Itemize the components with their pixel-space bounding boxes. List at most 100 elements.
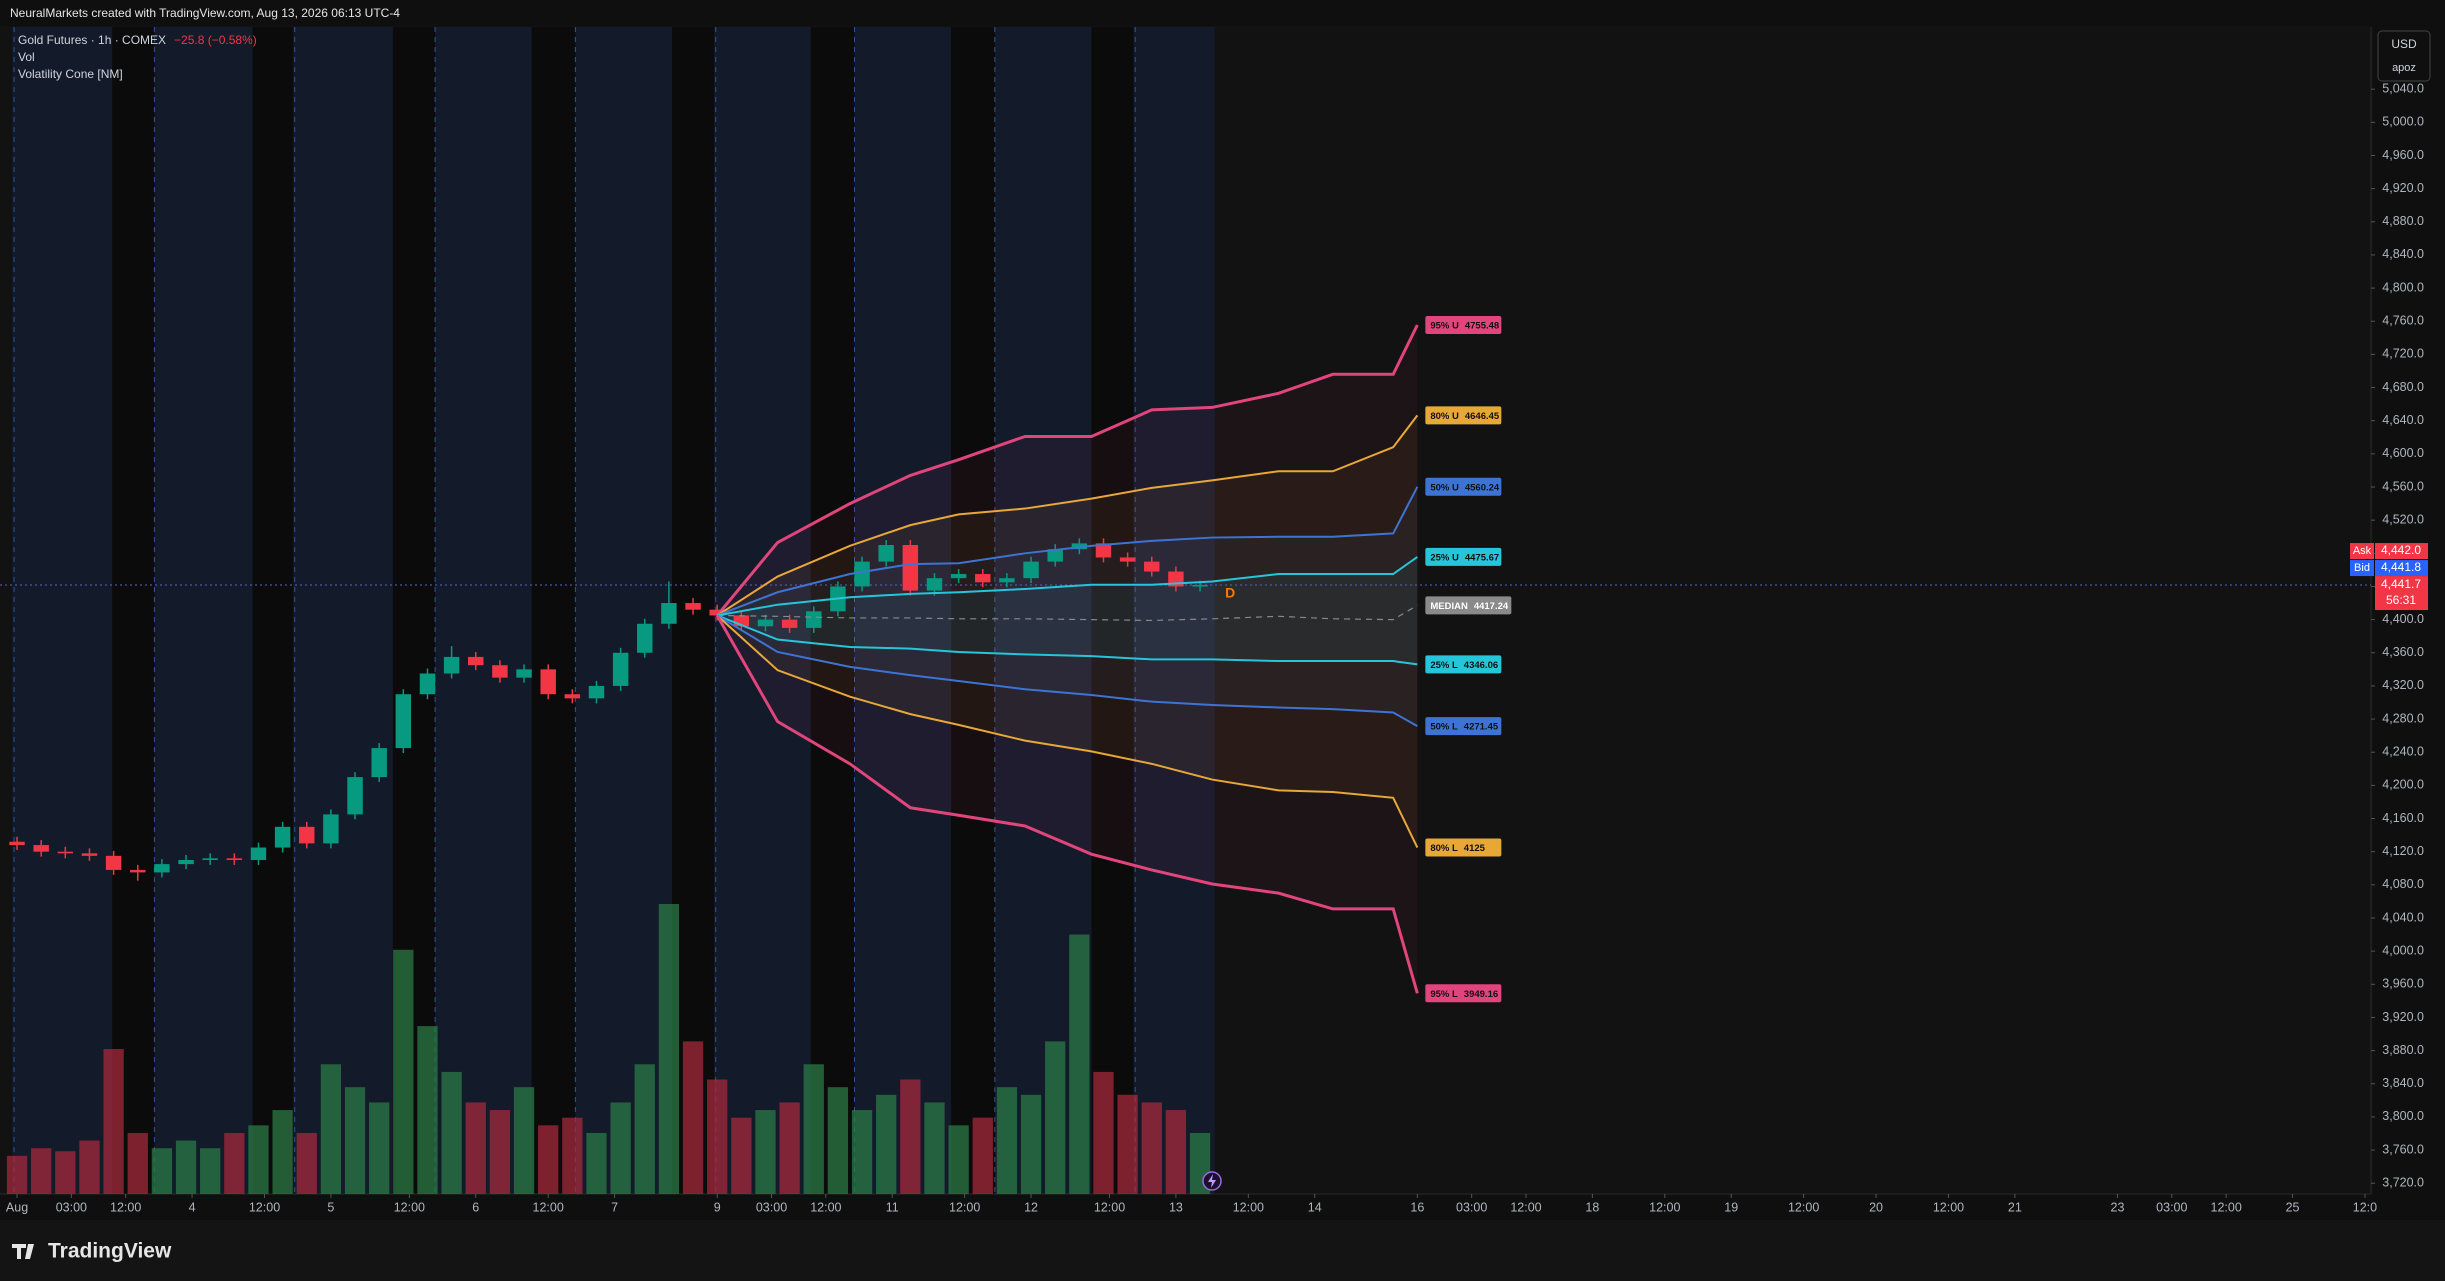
volume-bar [924, 1102, 945, 1194]
y-tick-label: 4,640.0 [2382, 413, 2424, 427]
cone-label-value: 4755.48 [1465, 320, 1499, 331]
cone-label: MEDIAN 4417.24 [1430, 600, 1509, 611]
legend-indicator: Volatility Cone [NM] [18, 67, 123, 81]
cone-line [716, 614, 1418, 666]
volume-bar [320, 1064, 342, 1194]
logo [12, 1244, 34, 1259]
cone-line [716, 614, 1419, 848]
volume-bar [658, 904, 680, 1194]
volume-bar [707, 1079, 728, 1194]
x-tick-label: 14 [1308, 1200, 1322, 1214]
volume-bar [996, 1087, 1018, 1194]
x-tick-label: 9 [714, 1200, 721, 1214]
volume-bar [344, 1087, 366, 1194]
x-tick-label: 20 [1869, 1200, 1883, 1214]
volume-bar [465, 1102, 486, 1194]
x-tick-label: 5 [327, 1200, 334, 1214]
cone-label-box [1425, 547, 1502, 566]
footer [0, 1220, 2445, 1281]
volume-bar [803, 1064, 824, 1194]
y-tick-label: 4,720.0 [2382, 347, 2424, 361]
quote-value: 4,442.0 [2381, 543, 2421, 557]
x-tick-label: 12:00 [1933, 1200, 1964, 1214]
candle-body [781, 619, 798, 628]
cone-label: 50% L 4271.45 [1430, 721, 1499, 732]
candle-body [588, 685, 605, 699]
cone-fill [717, 324, 1418, 994]
session-gap [531, 27, 576, 1194]
y-tick-label: 4,040.0 [2382, 910, 2424, 924]
cone-label-box [1425, 406, 1502, 425]
candle-body [637, 623, 653, 653]
volume-bar [1117, 1094, 1138, 1194]
volume-bar [6, 1155, 28, 1194]
volume-bar [224, 1132, 245, 1194]
cone-label-name: 80% L [1430, 843, 1458, 854]
quote-value: 4,441.8 [2381, 560, 2421, 574]
candle-body [806, 611, 822, 628]
volume-bar [634, 1064, 655, 1194]
y-tick-label: 4,240.0 [2382, 745, 2424, 759]
header: NeuralMarkets created with TradingView.c… [10, 6, 400, 20]
x-tick-label: 21 [2008, 1200, 2022, 1214]
currency-box[interactable] [2377, 30, 2431, 82]
y-tick-label: 3,760.0 [2382, 1142, 2424, 1156]
volume-bar [272, 1110, 293, 1194]
cone-label-value: 4417.24 [1474, 600, 1509, 611]
cone-label-value: 4346.06 [1464, 659, 1498, 670]
volume-bar [127, 1132, 148, 1194]
cone-label-value: 4125 [1464, 843, 1486, 854]
x-tick-label: 03:00 [1456, 1200, 1487, 1214]
candle-body [685, 603, 701, 610]
volume-bar [200, 1148, 221, 1194]
y-tick-label: 4,320.0 [2382, 678, 2424, 692]
volume-bar [1069, 934, 1090, 1194]
cone-label-box [1425, 596, 1512, 615]
cone-fill [717, 556, 1418, 665]
x-tick-label: 6 [472, 1200, 479, 1214]
volume-bar [779, 1102, 800, 1194]
volume-bar [1020, 1094, 1042, 1194]
cone-label-box [1425, 477, 1502, 496]
session-band [435, 27, 532, 1194]
countdown: 56:31 [2386, 593, 2416, 607]
cone-line [717, 604, 1418, 622]
cone-label: 80% L 4125 [1430, 843, 1485, 854]
candle-body [612, 652, 629, 686]
candle-body [9, 841, 25, 846]
candle-body [154, 864, 170, 873]
y-tick-label: 4,000.0 [2382, 943, 2424, 957]
cone-label-name: 25% U [1430, 552, 1459, 563]
volume-bar [1045, 1041, 1066, 1194]
x-tick-label: 11 [886, 1200, 899, 1214]
cone-fill [717, 415, 1418, 848]
x-tick-label: 12:00 [1510, 1200, 1541, 1214]
cone-label-box [1425, 838, 1502, 857]
candle-body [57, 851, 74, 854]
y-tick-label: 3,840.0 [2382, 1076, 2424, 1090]
candle-body [395, 694, 412, 749]
volume-bar [851, 1110, 873, 1194]
candle-body [1047, 549, 1063, 562]
candle-body [347, 777, 363, 815]
candle-body [878, 545, 894, 562]
candle-body [1192, 585, 1208, 587]
cone-label-name: 50% U [1430, 482, 1459, 493]
volume-bar [586, 1132, 607, 1194]
volume-bar [417, 1026, 438, 1194]
x-tick-label: 12:00 [249, 1200, 280, 1214]
candle-body [1144, 561, 1160, 572]
cone-label-value: 3949.16 [1464, 988, 1498, 999]
y-tick-label: 4,160.0 [2382, 811, 2424, 825]
candle-body [226, 858, 243, 860]
x-tick-label: 18 [1585, 1200, 1599, 1214]
currency: USD [2391, 37, 2417, 51]
candle-body [999, 578, 1015, 583]
marker: D [1225, 585, 1235, 601]
candle-body [902, 545, 919, 591]
volume-bar [31, 1148, 52, 1194]
candle-body [661, 603, 677, 624]
volume-bar [296, 1132, 317, 1194]
quote-box [2375, 560, 2428, 577]
x-tick-label: 12:00 [1649, 1200, 1680, 1214]
